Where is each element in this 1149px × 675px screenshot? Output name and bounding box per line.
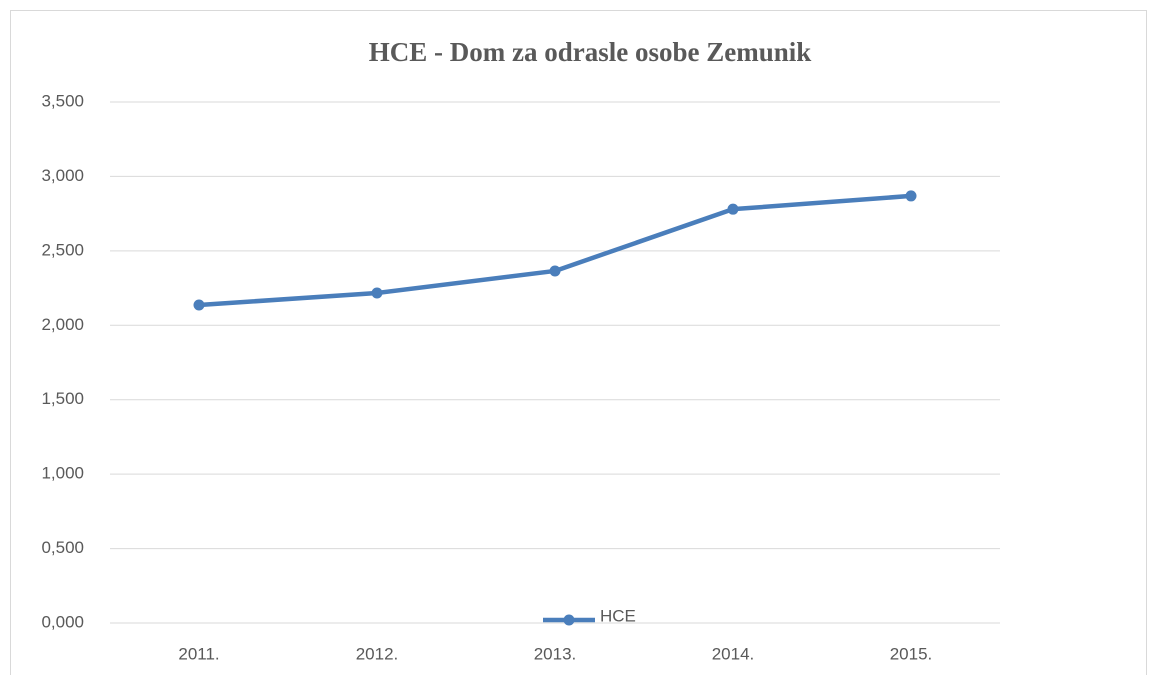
- series-marker: [193, 299, 205, 311]
- series-marker: [371, 287, 383, 299]
- chart-frame: [10, 10, 1147, 675]
- y-tick-label: 0,500: [41, 538, 84, 557]
- x-tick-label: 2014.: [712, 644, 755, 663]
- y-tick-label: 2,500: [41, 240, 84, 259]
- y-tick-label: 2,000: [41, 315, 84, 334]
- chart-title: HCE - Dom za odrasle osobe Zemunik: [369, 37, 812, 67]
- x-tick-label: 2012.: [356, 644, 399, 663]
- y-tick-label: 1,500: [41, 389, 84, 408]
- legend-label: HCE: [600, 606, 636, 625]
- y-tick-label: 0,000: [41, 612, 84, 631]
- y-tick-label: 3,500: [41, 91, 84, 110]
- y-tick-label: 3,000: [41, 166, 84, 185]
- legend-marker: [563, 614, 575, 626]
- y-tick-label: 1,000: [41, 464, 84, 483]
- x-tick-label: 2013.: [534, 644, 577, 663]
- series-marker: [905, 190, 917, 202]
- x-tick-label: 2015.: [890, 644, 933, 663]
- series-marker: [549, 265, 561, 277]
- series-marker: [727, 203, 739, 215]
- x-tick-label: 2011.: [178, 644, 219, 663]
